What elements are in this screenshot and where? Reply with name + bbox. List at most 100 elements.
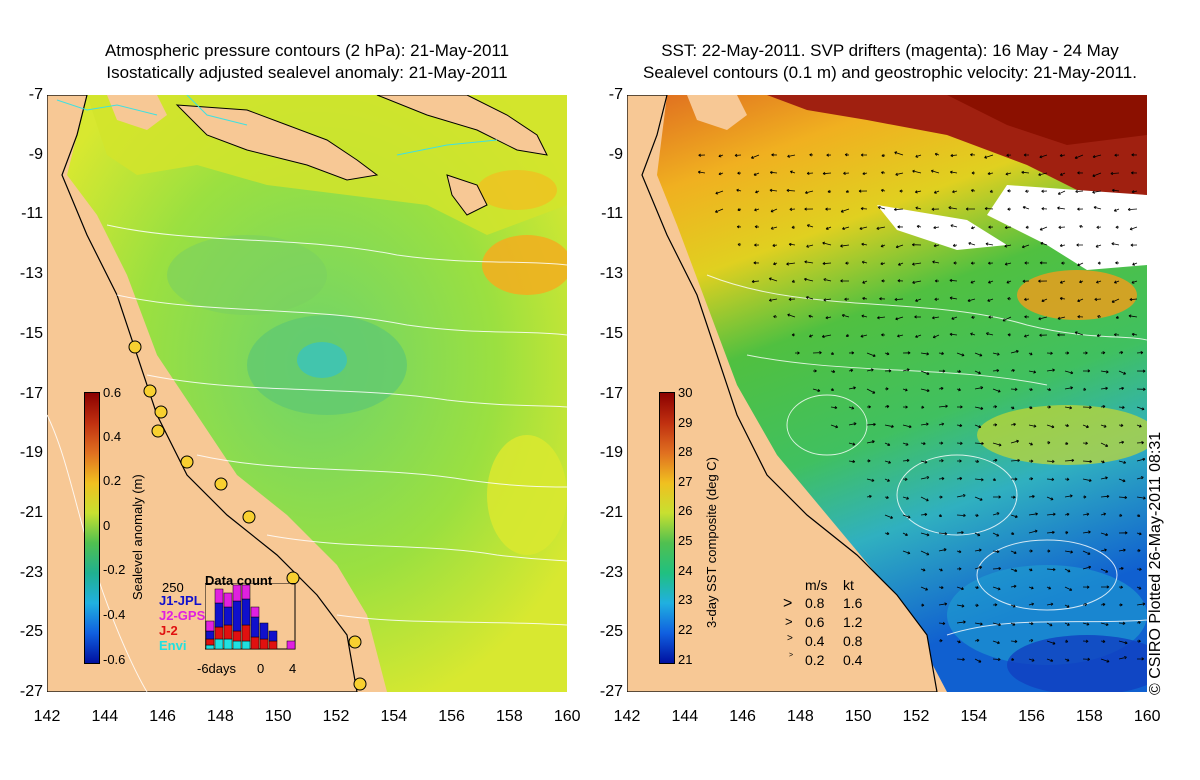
sealevel-anomaly-map: Data count 250 J1-JPL J2-GPS J-2 Envi -6day… xyxy=(47,95,567,692)
velocity-arrow xyxy=(957,459,962,463)
velocity-arrow xyxy=(840,208,850,213)
histogram-bar xyxy=(214,626,224,640)
velocity-arrow xyxy=(920,352,930,356)
velocity-arrow xyxy=(1064,658,1070,662)
velocity-arrow xyxy=(804,277,814,282)
x-tick: 144 xyxy=(671,708,699,725)
y-tick: -19 xyxy=(599,444,623,462)
velocity-arrow xyxy=(1100,512,1107,516)
velocity-arrow xyxy=(1059,243,1066,248)
cb-tick: 28 xyxy=(678,444,693,459)
velocity-arrow xyxy=(902,550,911,555)
velocity-arrow xyxy=(1028,442,1033,446)
velocity-arrow xyxy=(974,513,979,517)
velocity-arrow xyxy=(1057,206,1066,210)
velocity-arrow xyxy=(825,207,832,211)
velocity-arrow xyxy=(970,226,976,230)
y-tick: -15 xyxy=(19,324,43,342)
velocity-arrow xyxy=(1100,602,1106,607)
velocity-arrow xyxy=(861,314,868,318)
velocity-arrow xyxy=(1100,532,1109,537)
velocity-arrow xyxy=(956,550,962,554)
velocity-arrow xyxy=(1046,530,1055,535)
velocity-arrow xyxy=(1007,297,1012,301)
velocity-arrow xyxy=(1136,657,1145,661)
velocity-arrow xyxy=(1111,188,1120,193)
velocity-arrow xyxy=(1100,494,1110,499)
velocity-arrow xyxy=(932,316,940,320)
velocity-arrow xyxy=(1100,639,1106,643)
velocity-arrow xyxy=(1059,172,1066,176)
histogram-bar xyxy=(214,602,224,628)
velocity-arrow xyxy=(915,334,922,338)
velocity-arrow xyxy=(877,316,886,320)
velocity-arrow xyxy=(974,370,981,375)
velocity-arrow xyxy=(1082,478,1092,482)
cb-tick: 26 xyxy=(678,503,693,518)
velocity-arrow xyxy=(920,388,930,393)
velocity-arrow xyxy=(1111,242,1120,246)
velocity-arrow xyxy=(1115,315,1120,319)
velocity-arrow xyxy=(902,388,908,392)
velocity-arrow xyxy=(1064,550,1074,554)
velocity-arrow xyxy=(956,405,963,409)
velocity-arrow xyxy=(840,279,850,283)
velocity-arrow xyxy=(791,279,796,283)
velocity-arrow xyxy=(992,622,1001,627)
velocity-arrow xyxy=(1082,405,1092,409)
velocity-arrow xyxy=(920,603,925,607)
velocity-arrow xyxy=(881,171,886,175)
velocity-arrow xyxy=(1029,549,1033,553)
velocity-arrow xyxy=(902,424,912,429)
velocity-arrow xyxy=(974,352,983,357)
velocity-arrow xyxy=(1057,333,1066,337)
x-tick: 144 xyxy=(91,708,119,725)
velocity-arrow xyxy=(956,657,965,662)
y-tick: -23 xyxy=(599,563,623,581)
x-tick: 150 xyxy=(264,708,292,725)
velocity-arrow xyxy=(1136,532,1142,536)
velocity-arrow xyxy=(884,404,890,409)
velocity-arrow xyxy=(902,458,910,463)
y-tick: -15 xyxy=(599,324,623,342)
cb-tick: 21 xyxy=(678,652,693,667)
velocity-arrow xyxy=(1023,334,1030,338)
velocity-arrow xyxy=(1006,280,1012,284)
velocity-arrow xyxy=(804,207,814,211)
velocity-arrow xyxy=(754,243,760,247)
histogram-bar xyxy=(259,638,269,650)
velocity-arrow xyxy=(1100,548,1107,552)
velocity-arrow xyxy=(1021,170,1030,175)
velocity-arrow xyxy=(879,297,886,301)
velocity-arrow xyxy=(1118,585,1124,589)
velocity-arrow xyxy=(1028,568,1033,572)
velocity-arrow xyxy=(920,532,930,537)
velocity-arrow xyxy=(1038,316,1048,321)
velocity-arrow xyxy=(1118,548,1126,552)
velocity-arrow xyxy=(1114,153,1120,157)
velocity-arrow xyxy=(880,244,886,248)
velocity-arrow xyxy=(1136,639,1141,643)
velocity-arrow xyxy=(773,262,778,266)
velocity-arrow xyxy=(1046,388,1052,392)
velocity-arrow xyxy=(881,279,886,283)
histogram-bar xyxy=(241,640,251,650)
velocity-arrow xyxy=(1118,351,1124,355)
y-tick: -21 xyxy=(599,503,623,521)
velocity-arrow xyxy=(1028,658,1035,662)
y-tick: -25 xyxy=(19,623,43,641)
velocity-arrow xyxy=(938,548,947,552)
velocity-arrow xyxy=(894,297,904,302)
velocity-arrow xyxy=(956,513,966,518)
velocity-arrow xyxy=(1136,514,1141,517)
velocity-unit-ms: m/s xyxy=(805,577,828,593)
velocity-arrow xyxy=(884,514,894,519)
velocity-arrow xyxy=(1077,262,1084,267)
velocity-arrow xyxy=(1039,333,1048,337)
velocity-arrow xyxy=(1046,658,1054,662)
velocity-arrow xyxy=(915,206,922,210)
velocity-arrow xyxy=(1131,332,1138,336)
velocity-arrow xyxy=(754,225,760,229)
velocity-arrow xyxy=(920,550,930,556)
velocity-arrow xyxy=(861,260,868,264)
